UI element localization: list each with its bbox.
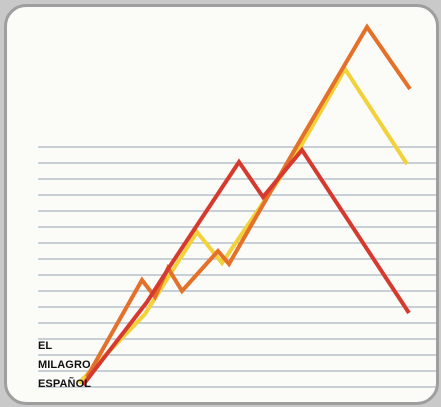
line-art <box>38 23 436 388</box>
yellow-zigzag-line <box>77 65 409 385</box>
red-zigzag-line <box>81 146 411 387</box>
caption-text: EL MILAGRO ESPAÑOL <box>38 337 91 394</box>
orange-zigzag-line <box>85 23 412 378</box>
caption-line-2: MILAGRO <box>38 359 91 371</box>
horizontal-rules <box>38 146 436 388</box>
illustration-card: EL MILAGRO ESPAÑOL <box>4 4 439 405</box>
caption-line-3: ESPAÑOL <box>38 378 92 390</box>
caption-line-1: EL <box>38 340 53 352</box>
